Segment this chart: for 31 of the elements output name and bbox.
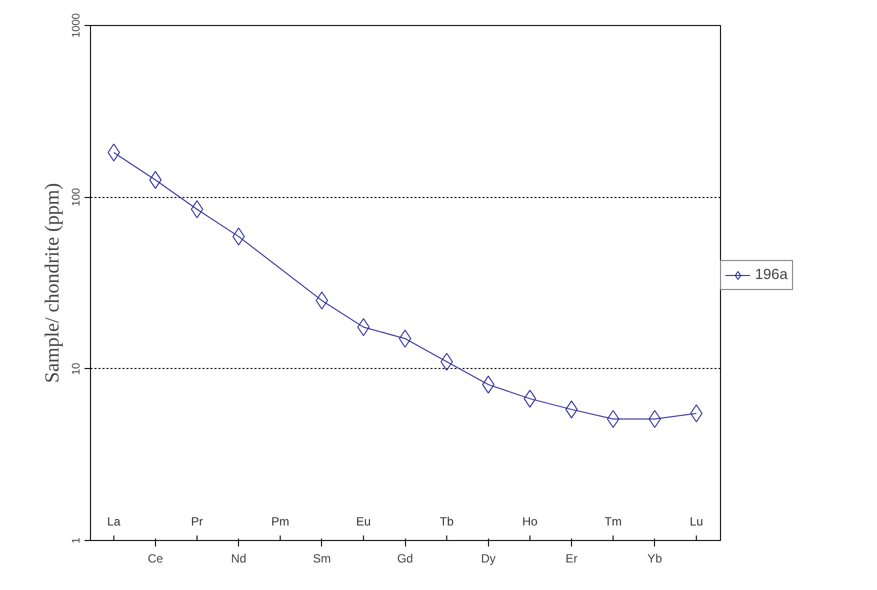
x-tick-label: Pr: [191, 514, 204, 528]
x-tick-label: Lu: [690, 514, 704, 528]
x-tick-label: Gd: [397, 552, 414, 566]
point: [606, 410, 620, 428]
x-tick-label: Sm: [312, 552, 331, 566]
y-axis-title: Sample/ chondrite (ppm): [42, 183, 64, 383]
x-tick-label: Tb: [440, 514, 454, 528]
x-tick-label: Nd: [230, 552, 246, 566]
point: [690, 404, 703, 422]
x-tick-label: Ce: [148, 552, 164, 566]
x-tick-label: Tm: [604, 514, 622, 528]
x-tick-label: Ho: [522, 514, 538, 528]
x-tick-label: Yb: [647, 552, 662, 566]
y-tick-label: 1: [70, 537, 82, 544]
point: [190, 200, 204, 218]
point: [398, 330, 412, 348]
x-tick-label: La: [107, 514, 121, 528]
point: [232, 228, 245, 246]
x-tick-label: Eu: [356, 514, 371, 528]
y-tick-label: 100: [70, 188, 82, 206]
y-tick-label: 1000: [70, 13, 82, 38]
point: [149, 170, 162, 189]
y-tick-label: 10: [70, 362, 82, 375]
point: [316, 292, 328, 310]
point: [357, 318, 370, 336]
point: [565, 400, 578, 418]
point: [524, 390, 536, 408]
legend-label: 196a: [755, 267, 788, 283]
x-tick-label: Er: [566, 552, 578, 566]
x-tick-label: Pm: [271, 514, 290, 528]
x-tick-label: Dy: [480, 552, 496, 566]
